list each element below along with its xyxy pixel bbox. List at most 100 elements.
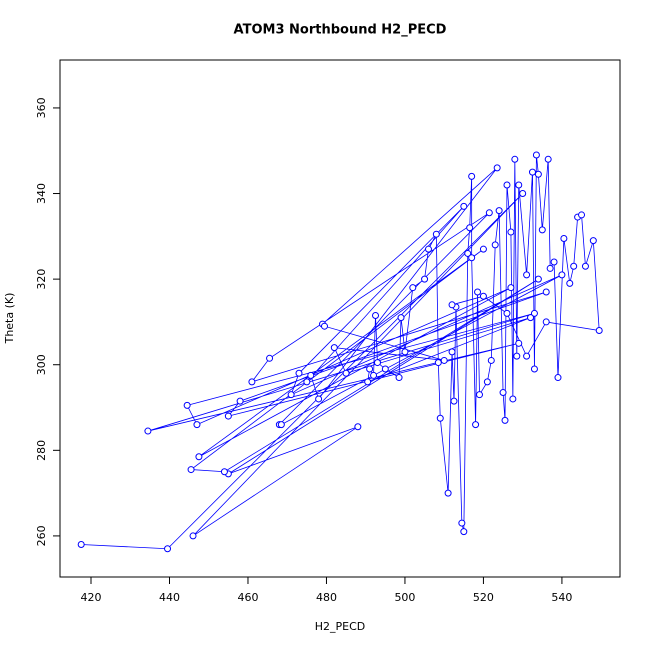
data-point xyxy=(424,245,432,253)
data-point xyxy=(530,365,538,373)
data-point xyxy=(220,468,228,476)
x-tick-label: 460 xyxy=(237,591,258,604)
data-point xyxy=(436,414,444,422)
data-point xyxy=(578,211,586,219)
data-point xyxy=(566,279,574,287)
y-axis-label: Theta (K) xyxy=(3,293,16,345)
data-point xyxy=(187,466,195,474)
x-tick-label: 500 xyxy=(394,591,415,604)
data-point xyxy=(560,234,568,242)
data-line xyxy=(81,154,600,550)
data-point xyxy=(527,314,535,322)
data-point xyxy=(528,168,536,176)
data-point xyxy=(307,371,315,379)
y-tick-label: 300 xyxy=(35,354,48,375)
data-point xyxy=(487,356,495,364)
data-point xyxy=(330,344,338,352)
data-point xyxy=(515,339,523,347)
data-point xyxy=(472,421,480,429)
data-point xyxy=(458,519,466,527)
data-point xyxy=(189,532,197,540)
data-point xyxy=(507,284,515,292)
data-point xyxy=(248,378,256,386)
data-point xyxy=(523,352,531,360)
data-point xyxy=(491,241,499,249)
data-point xyxy=(534,275,542,283)
data-point xyxy=(364,378,372,386)
data-point xyxy=(450,397,458,405)
data-point xyxy=(320,322,328,330)
data-point xyxy=(534,170,542,178)
data-point xyxy=(295,369,303,377)
data-point xyxy=(195,453,203,461)
data-point xyxy=(542,318,550,326)
data-point xyxy=(372,312,380,320)
data-point xyxy=(381,365,389,373)
y-tick-label: 320 xyxy=(35,269,48,290)
data-point xyxy=(434,359,442,367)
data-point xyxy=(144,427,152,435)
data-point xyxy=(519,190,527,198)
y-tick-label: 340 xyxy=(35,183,48,204)
data-point xyxy=(495,207,503,215)
data-point xyxy=(287,391,295,399)
data-point xyxy=(395,374,403,382)
data-point xyxy=(277,421,285,429)
data-point xyxy=(397,314,405,322)
data-point xyxy=(373,359,381,367)
data-point xyxy=(354,423,362,431)
data-point xyxy=(448,348,456,356)
data-point xyxy=(366,365,374,373)
data-point xyxy=(509,395,517,403)
y-tick-label: 280 xyxy=(35,440,48,461)
data-point xyxy=(183,401,191,409)
data-point xyxy=(479,245,487,253)
data-point xyxy=(474,288,482,296)
data-point xyxy=(193,421,201,429)
data-point xyxy=(236,397,244,405)
data-point xyxy=(581,262,589,270)
data-point xyxy=(589,237,597,245)
data-point xyxy=(507,228,515,236)
data-point xyxy=(479,292,487,300)
data-point xyxy=(444,489,452,497)
data-point xyxy=(77,540,85,548)
data-point xyxy=(501,416,509,424)
data-point xyxy=(538,226,546,234)
data-point xyxy=(513,352,521,360)
x-tick-label: 440 xyxy=(159,591,180,604)
data-point xyxy=(164,545,172,553)
data-point xyxy=(493,164,501,172)
data-point xyxy=(466,224,474,232)
data-point xyxy=(485,209,493,217)
y-tick-label: 260 xyxy=(35,525,48,546)
data-point xyxy=(503,181,511,189)
data-point xyxy=(546,264,554,272)
data-point xyxy=(530,309,538,317)
chart-title: ATOM3 Northbound H2_PECD xyxy=(234,23,447,38)
data-point xyxy=(558,271,566,279)
x-tick-label: 420 xyxy=(81,591,102,604)
data-point xyxy=(499,389,507,397)
data-point xyxy=(460,528,468,536)
data-point xyxy=(342,369,350,377)
data-point xyxy=(460,202,468,210)
data-point xyxy=(468,172,476,180)
data-point xyxy=(303,378,311,386)
data-point xyxy=(483,378,491,386)
data-point xyxy=(224,412,232,420)
data-point xyxy=(515,181,523,189)
plot-frame xyxy=(59,59,621,578)
data-point xyxy=(542,288,550,296)
data-point xyxy=(370,371,378,379)
data-point xyxy=(511,155,519,163)
data-point xyxy=(570,262,578,270)
data-point xyxy=(468,254,476,262)
data-point xyxy=(464,249,472,257)
data-point xyxy=(554,374,562,382)
data-point xyxy=(595,326,603,334)
data-point xyxy=(544,155,552,163)
data-point xyxy=(532,151,540,159)
data-point xyxy=(550,258,558,266)
